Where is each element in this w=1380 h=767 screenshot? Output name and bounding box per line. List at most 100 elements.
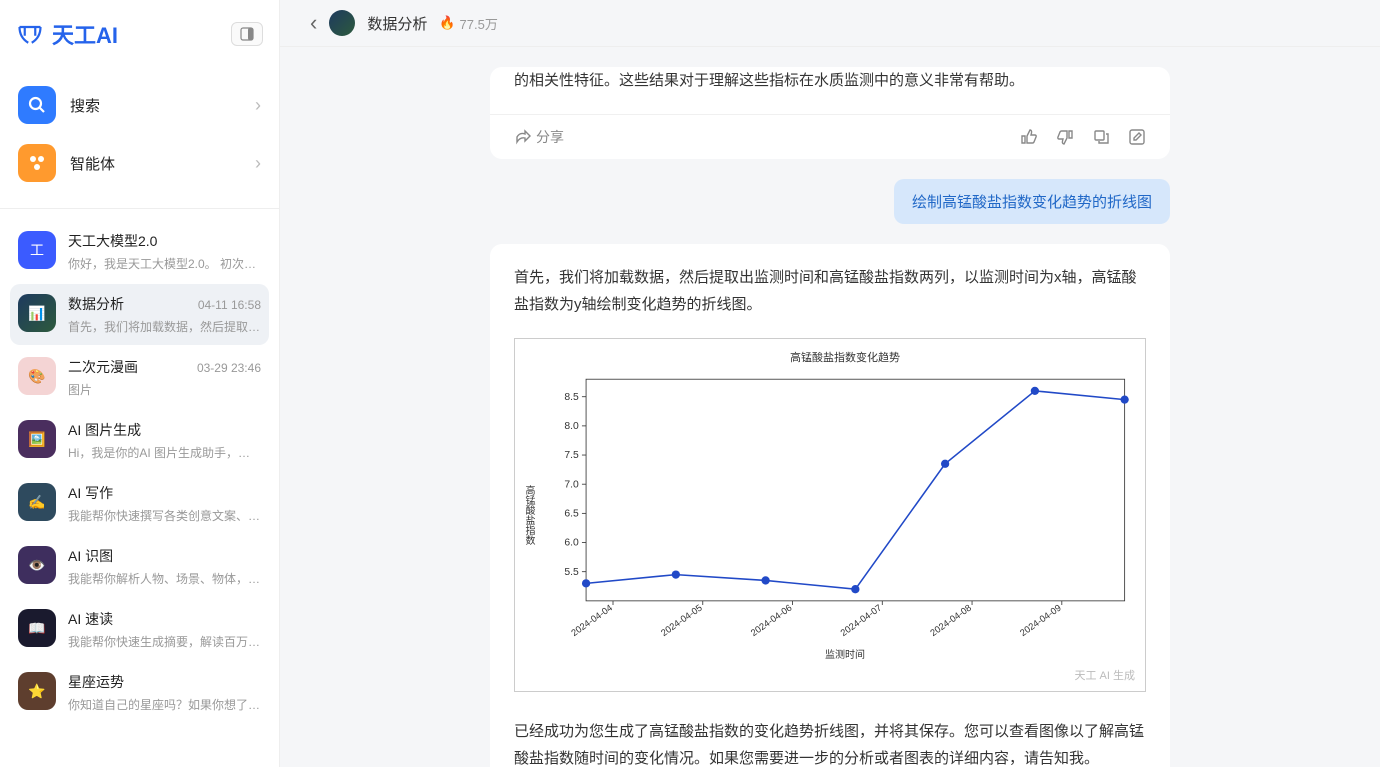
conversation-body: AI 识图 我能帮你解析人物、场景、物体，… xyxy=(68,546,261,587)
conversation-title: 星座运势 xyxy=(68,672,124,692)
copy-button[interactable] xyxy=(1092,128,1110,146)
conversation-preview: 你知道自己的星座吗？如果你想了… xyxy=(68,696,261,713)
conversation-preview: 我能帮你快速生成摘要，解读百万… xyxy=(68,633,261,650)
conversation-item[interactable]: 👁️ AI 识图 我能帮你解析人物、场景、物体，… xyxy=(10,536,269,597)
user-message-row: 绘制高锰酸盐指数变化趋势的折线图 xyxy=(490,179,1170,224)
svg-text:8.0: 8.0 xyxy=(564,421,579,432)
conversation-item[interactable]: ⭐ 星座运势 你知道自己的星座吗？如果你想了… xyxy=(10,662,269,723)
conversation-list: 工 天工大模型2.0 你好，我是天工大模型2.0。 初次… 📊 数据分析 04-… xyxy=(0,217,279,767)
main-area: ‹ 数据分析 🔥 77.5万 的相关性特征。这些结果对于理解这些指标在水质监测中… xyxy=(280,0,1380,767)
chevron-right-icon: › xyxy=(255,95,261,116)
header-popularity: 🔥 77.5万 xyxy=(439,14,498,33)
message-actions: 分享 xyxy=(490,114,1170,159)
popularity-count: 77.5万 xyxy=(460,14,498,33)
chart-xlabel: 监测时间 xyxy=(555,646,1135,661)
svg-text:2024-04-09: 2024-04-09 xyxy=(1018,603,1063,639)
brand-name: 天工AI xyxy=(52,18,118,50)
conversation-body: 数据分析 04-11 16:58 首先，我们将加载数据，然后提取… xyxy=(68,294,261,335)
conversation-time: 04-11 16:58 xyxy=(198,298,261,312)
conversation-item[interactable]: 📊 数据分析 04-11 16:58 首先，我们将加载数据，然后提取… xyxy=(10,284,269,345)
sidebar-header: 天工AI xyxy=(0,0,279,68)
back-button[interactable]: ‹ xyxy=(310,10,317,36)
conversation-body: AI 图片生成 Hi，我是你的AI 图片生成助手，我… xyxy=(68,420,261,461)
chart-box: 高锰酸盐指数变化趋势 高锰酸盐指数 5.5 6.0 6.5 7.0 7.5 8.0 8.5 2… xyxy=(514,338,1146,692)
conversation-body: AI 写作 我能帮你快速撰写各类创意文案、… xyxy=(68,483,261,524)
thumbs-up-icon xyxy=(1020,128,1038,146)
conversation-item[interactable]: 🖼️ AI 图片生成 Hi，我是你的AI 图片生成助手，我… xyxy=(10,410,269,471)
conversation-title: AI 识图 xyxy=(68,546,113,566)
header-title: 数据分析 xyxy=(367,13,427,34)
svg-text:2024-04-04: 2024-04-04 xyxy=(569,603,614,639)
nav-section: 搜索 › 智能体 › xyxy=(0,68,279,200)
conversation-title: AI 写作 xyxy=(68,483,113,503)
fire-icon: 🔥 xyxy=(439,15,455,31)
svg-text:6.0: 6.0 xyxy=(564,538,579,549)
conversation-avatar: 工 xyxy=(18,231,56,269)
conversation-title: AI 速读 xyxy=(68,609,113,629)
sidebar: 天工AI 搜索 › 智能体 › 工 天工大 xyxy=(0,0,280,767)
conversation-time: 03-29 23:46 xyxy=(197,361,261,375)
conversation-title: 天工大模型2.0 xyxy=(68,231,157,251)
svg-text:2024-04-08: 2024-04-08 xyxy=(928,603,973,639)
edit-icon xyxy=(1128,128,1146,146)
chevron-right-icon: › xyxy=(255,153,261,174)
chart-ylabel: 高锰酸盐指数 xyxy=(521,485,536,545)
conversation-preview: 图片 xyxy=(68,381,261,398)
conversation-item[interactable]: 📖 AI 速读 我能帮你快速生成摘要，解读百万… xyxy=(10,599,269,660)
chart-watermark: 天工 AI 生成 xyxy=(1074,667,1135,683)
thumbs-down-icon xyxy=(1056,128,1074,146)
chat-inner: 的相关性特征。这些结果对于理解这些指标在水质监测中的意义非常有帮助。 分享 xyxy=(490,67,1170,767)
nav-agents-label: 智能体 xyxy=(70,153,241,174)
conversation-avatar: 📖 xyxy=(18,609,56,647)
conversation-item[interactable]: ✍️ AI 写作 我能帮你快速撰写各类创意文案、… xyxy=(10,473,269,534)
collapse-sidebar-button[interactable] xyxy=(231,22,263,46)
assistant-message: 首先，我们将加载数据，然后提取出监测时间和高锰酸盐指数两列，以监测时间为x轴，高… xyxy=(490,244,1170,767)
svg-text:7.5: 7.5 xyxy=(564,450,579,461)
conversation-preview: 我能帮你快速撰写各类创意文案、… xyxy=(68,507,261,524)
agents-icon xyxy=(18,144,56,182)
svg-text:2024-04-05: 2024-04-05 xyxy=(659,603,704,639)
collapse-icon xyxy=(240,27,254,41)
svg-text:2024-04-07: 2024-04-07 xyxy=(839,603,884,639)
edit-button[interactable] xyxy=(1128,128,1146,146)
thumbs-down-button[interactable] xyxy=(1056,128,1074,146)
divider xyxy=(0,208,279,209)
conversation-avatar: ⭐ xyxy=(18,672,56,710)
line-chart: 5.5 6.0 6.5 7.0 7.5 8.0 8.5 2024-04-04 2024-04-0… xyxy=(555,373,1135,642)
svg-text:8.5: 8.5 xyxy=(564,392,579,403)
share-icon xyxy=(514,128,532,146)
conversation-item[interactable]: 工 天工大模型2.0 你好，我是天工大模型2.0。 初次… xyxy=(10,221,269,282)
conversation-avatar: 👁️ xyxy=(18,546,56,584)
conversation-preview: 我能帮你解析人物、场景、物体，… xyxy=(68,570,261,587)
chart-title: 高锰酸盐指数变化趋势 xyxy=(555,349,1135,365)
nav-agents[interactable]: 智能体 › xyxy=(10,134,269,192)
message-text: 已经成功为您生成了高锰酸盐指数的变化趋势折线图，并将其保存。您可以查看图像以了解… xyxy=(490,708,1170,767)
conversation-body: AI 速读 我能帮你快速生成摘要，解读百万… xyxy=(68,609,261,650)
user-message: 绘制高锰酸盐指数变化趋势的折线图 xyxy=(894,179,1170,224)
conversation-avatar: 🎨 xyxy=(18,357,56,395)
share-button[interactable]: 分享 xyxy=(514,127,564,147)
conversation-avatar: 🖼️ xyxy=(18,420,56,458)
main-header: ‹ 数据分析 🔥 77.5万 xyxy=(280,0,1380,47)
brand-logo[interactable]: 天工AI xyxy=(16,18,118,50)
chat-scroll-area[interactable]: 的相关性特征。这些结果对于理解这些指标在水质监测中的意义非常有帮助。 分享 xyxy=(280,47,1380,767)
conversation-item[interactable]: 🎨 二次元漫画 03-29 23:46 图片 xyxy=(10,347,269,408)
conversation-avatar: 📊 xyxy=(18,294,56,332)
search-icon xyxy=(18,86,56,124)
svg-text:2024-04-06: 2024-04-06 xyxy=(749,603,794,639)
conversation-body: 天工大模型2.0 你好，我是天工大模型2.0。 初次… xyxy=(68,231,261,272)
nav-search[interactable]: 搜索 › xyxy=(10,76,269,134)
conversation-title: 二次元漫画 xyxy=(68,357,138,377)
conversation-avatar: ✍️ xyxy=(18,483,56,521)
svg-text:5.5: 5.5 xyxy=(564,567,579,578)
conversation-title: 数据分析 xyxy=(68,294,124,314)
copy-icon xyxy=(1092,128,1110,146)
svg-text:7.0: 7.0 xyxy=(564,479,579,490)
conversation-preview: 首先，我们将加载数据，然后提取… xyxy=(68,318,261,335)
conversation-preview: Hi，我是你的AI 图片生成助手，我… xyxy=(68,444,261,461)
conversation-preview: 你好，我是天工大模型2.0。 初次… xyxy=(68,255,261,272)
message-text: 首先，我们将加载数据，然后提取出监测时间和高锰酸盐指数两列，以监测时间为x轴，高… xyxy=(490,244,1170,338)
conversation-body: 二次元漫画 03-29 23:46 图片 xyxy=(68,357,261,398)
thumbs-up-button[interactable] xyxy=(1020,128,1038,146)
svg-text:6.5: 6.5 xyxy=(564,508,579,519)
